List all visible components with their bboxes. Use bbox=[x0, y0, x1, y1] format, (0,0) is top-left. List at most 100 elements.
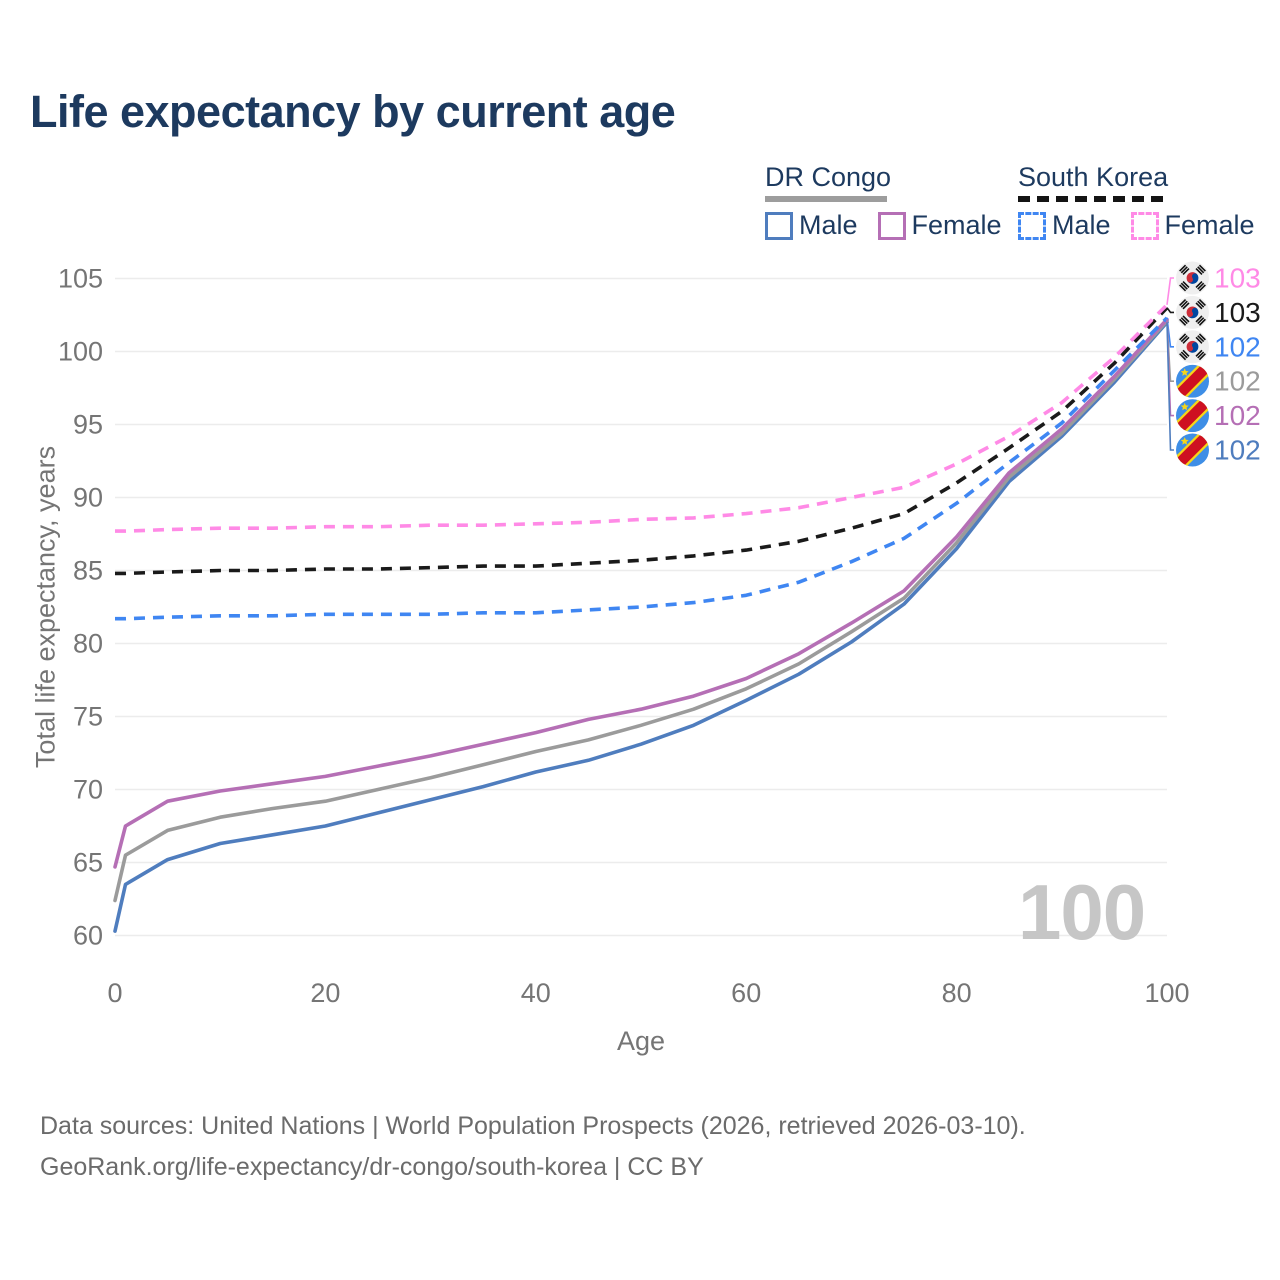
south-korea-flag-icon bbox=[1176, 330, 1209, 364]
sk-trigram-bar bbox=[1179, 333, 1187, 341]
sk-trigram-bar bbox=[1198, 318, 1206, 326]
sk-trigram-bar bbox=[1195, 349, 1203, 357]
y-tick-90: 90 bbox=[73, 483, 103, 513]
age-watermark: 100 bbox=[1018, 868, 1146, 956]
legend-label-drcongo-male: Male bbox=[799, 210, 858, 240]
curve-dr-congo-total bbox=[113, 318, 1169, 903]
legend-group-southkorea: South Korea Male Female bbox=[1018, 162, 1275, 241]
drc-flag-body bbox=[1176, 364, 1209, 398]
drc-flag-band bbox=[1176, 364, 1209, 398]
legend-label-drcongo-female: Female bbox=[911, 210, 1002, 240]
y-tick-75: 75 bbox=[73, 702, 103, 732]
south-korea-flag-icon bbox=[1176, 295, 1209, 329]
sk-trigram bbox=[1179, 298, 1190, 310]
x-tick-80: 80 bbox=[942, 978, 972, 1008]
end-label-dr-congo-male: 102 bbox=[1214, 435, 1261, 466]
sk-trigram-bar bbox=[1179, 353, 1187, 361]
y-tick-70: 70 bbox=[73, 775, 103, 805]
legend-group-drcongo-name: DR Congo bbox=[765, 162, 892, 192]
sk-trigram-bar bbox=[1197, 335, 1205, 343]
x-tick-20: 20 bbox=[310, 978, 340, 1008]
drc-flag-body bbox=[1176, 433, 1209, 467]
sk-trigram-bar bbox=[1195, 336, 1203, 344]
sk-trigram-bar bbox=[1179, 318, 1187, 326]
sk-trigram-bar bbox=[1180, 351, 1188, 359]
sk-trigram-bar bbox=[1180, 300, 1188, 308]
sk-trigram bbox=[1179, 264, 1190, 276]
sk-trigram-bar bbox=[1197, 266, 1205, 274]
sk-trigram-bar bbox=[1180, 266, 1188, 274]
sk-trigram-bar bbox=[1182, 280, 1190, 289]
drc-band-red bbox=[1176, 364, 1209, 398]
drc-band-red bbox=[1176, 433, 1209, 467]
x-axis-title: Age bbox=[616, 1026, 666, 1056]
drc-star bbox=[1180, 402, 1189, 411]
legend-swatch-drcongo-female bbox=[877, 211, 906, 240]
sk-trigram bbox=[1195, 298, 1206, 310]
sk-trigram-bar bbox=[1179, 284, 1187, 292]
sk-taegeuk-red-dot bbox=[1187, 311, 1194, 317]
sk-trigram bbox=[1179, 280, 1190, 292]
sk-trigram bbox=[1179, 315, 1190, 326]
footer-data-sources: Data sources: United Nations | World Pop… bbox=[40, 1112, 1026, 1140]
sk-trigram-bar bbox=[1179, 298, 1187, 307]
y-tick-105: 105 bbox=[58, 264, 103, 294]
sk-taegeuk-blue-dot bbox=[1191, 342, 1198, 349]
leader-line-dr-congo-male bbox=[1166, 322, 1174, 451]
leader-line-south-korea-total bbox=[1166, 307, 1174, 314]
sk-trigram bbox=[1195, 315, 1206, 326]
sk-taegeuk bbox=[1186, 272, 1199, 284]
sk-trigram-bar bbox=[1198, 333, 1206, 341]
x-tick-100: 100 bbox=[1144, 978, 1189, 1008]
sk-trigram-bar bbox=[1197, 300, 1205, 308]
sk-trigram-bar bbox=[1182, 267, 1190, 276]
end-label-dr-congo-female: 102 bbox=[1214, 400, 1261, 431]
y-tick-85: 85 bbox=[73, 556, 103, 586]
sk-trigram-bar bbox=[1182, 315, 1190, 323]
drc-flag-body bbox=[1176, 399, 1209, 433]
leader-line-south-korea-female bbox=[1166, 277, 1174, 305]
sk-taegeuk-blue-dot bbox=[1191, 307, 1198, 314]
sk-trigram bbox=[1195, 280, 1206, 292]
legend-drcongo-line-sample bbox=[765, 196, 887, 202]
legend-group-drcongo: DR Congo Male Female bbox=[765, 162, 1022, 241]
drc-star bbox=[1180, 437, 1189, 445]
sk-trigram-bar bbox=[1195, 280, 1203, 289]
y-tick-100: 100 bbox=[58, 337, 103, 367]
curve-dr-congo-female bbox=[113, 317, 1169, 869]
x-tick-60: 60 bbox=[731, 978, 761, 1008]
legend-swatch-drcongo-male bbox=[765, 211, 793, 240]
sk-trigram-bar bbox=[1195, 302, 1203, 310]
y-tick-60: 60 bbox=[73, 921, 103, 951]
footer-attribution: GeoRank.org/life-expectancy/dr-congo/sou… bbox=[40, 1153, 704, 1181]
chart-plot-area: 60 65 70 75 80 85 90 95 100 105 0 20 40 60 80 100 103103… bbox=[58, 261, 1261, 1008]
page-title: Life expectancy by current age bbox=[30, 86, 676, 137]
dr-congo-flag-icon bbox=[1176, 433, 1209, 467]
end-label-dr-congo-total: 102 bbox=[1214, 366, 1261, 397]
curve-south-korea-male bbox=[115, 316, 1169, 621]
sk-trigram bbox=[1195, 349, 1206, 361]
end-label-south-korea-total: 103 bbox=[1214, 297, 1261, 328]
drc-band-red bbox=[1176, 399, 1209, 433]
legend-label-southkorea-female: Female bbox=[1164, 210, 1255, 240]
sk-trigram-bar bbox=[1195, 315, 1203, 323]
sk-trigram-bar bbox=[1198, 284, 1206, 292]
sk-trigram-bar bbox=[1182, 349, 1190, 357]
south-korea-flag-icon bbox=[1176, 261, 1209, 295]
sk-trigram-bar bbox=[1180, 317, 1188, 325]
curve-south-korea-total bbox=[115, 306, 1169, 576]
drc-flag-band bbox=[1176, 433, 1209, 467]
x-tick-0: 0 bbox=[107, 978, 122, 1008]
y-tick-80: 80 bbox=[73, 629, 103, 659]
sk-trigram bbox=[1179, 349, 1190, 361]
legend-group-southkorea-name: South Korea bbox=[1018, 162, 1169, 192]
sk-trigram-bar bbox=[1182, 336, 1190, 344]
end-label-south-korea-female: 103 bbox=[1214, 263, 1261, 294]
legend-swatch-southkorea-male bbox=[1018, 211, 1046, 240]
sk-trigram-bar bbox=[1195, 267, 1203, 276]
sk-taegeuk-red-dot bbox=[1187, 276, 1194, 283]
footer: Data sources: United Nations | World Pop… bbox=[40, 1106, 1026, 1188]
curve-south-korea-female bbox=[115, 303, 1169, 533]
sk-trigram-bar bbox=[1198, 264, 1206, 272]
curve-dr-congo-male bbox=[113, 320, 1169, 933]
